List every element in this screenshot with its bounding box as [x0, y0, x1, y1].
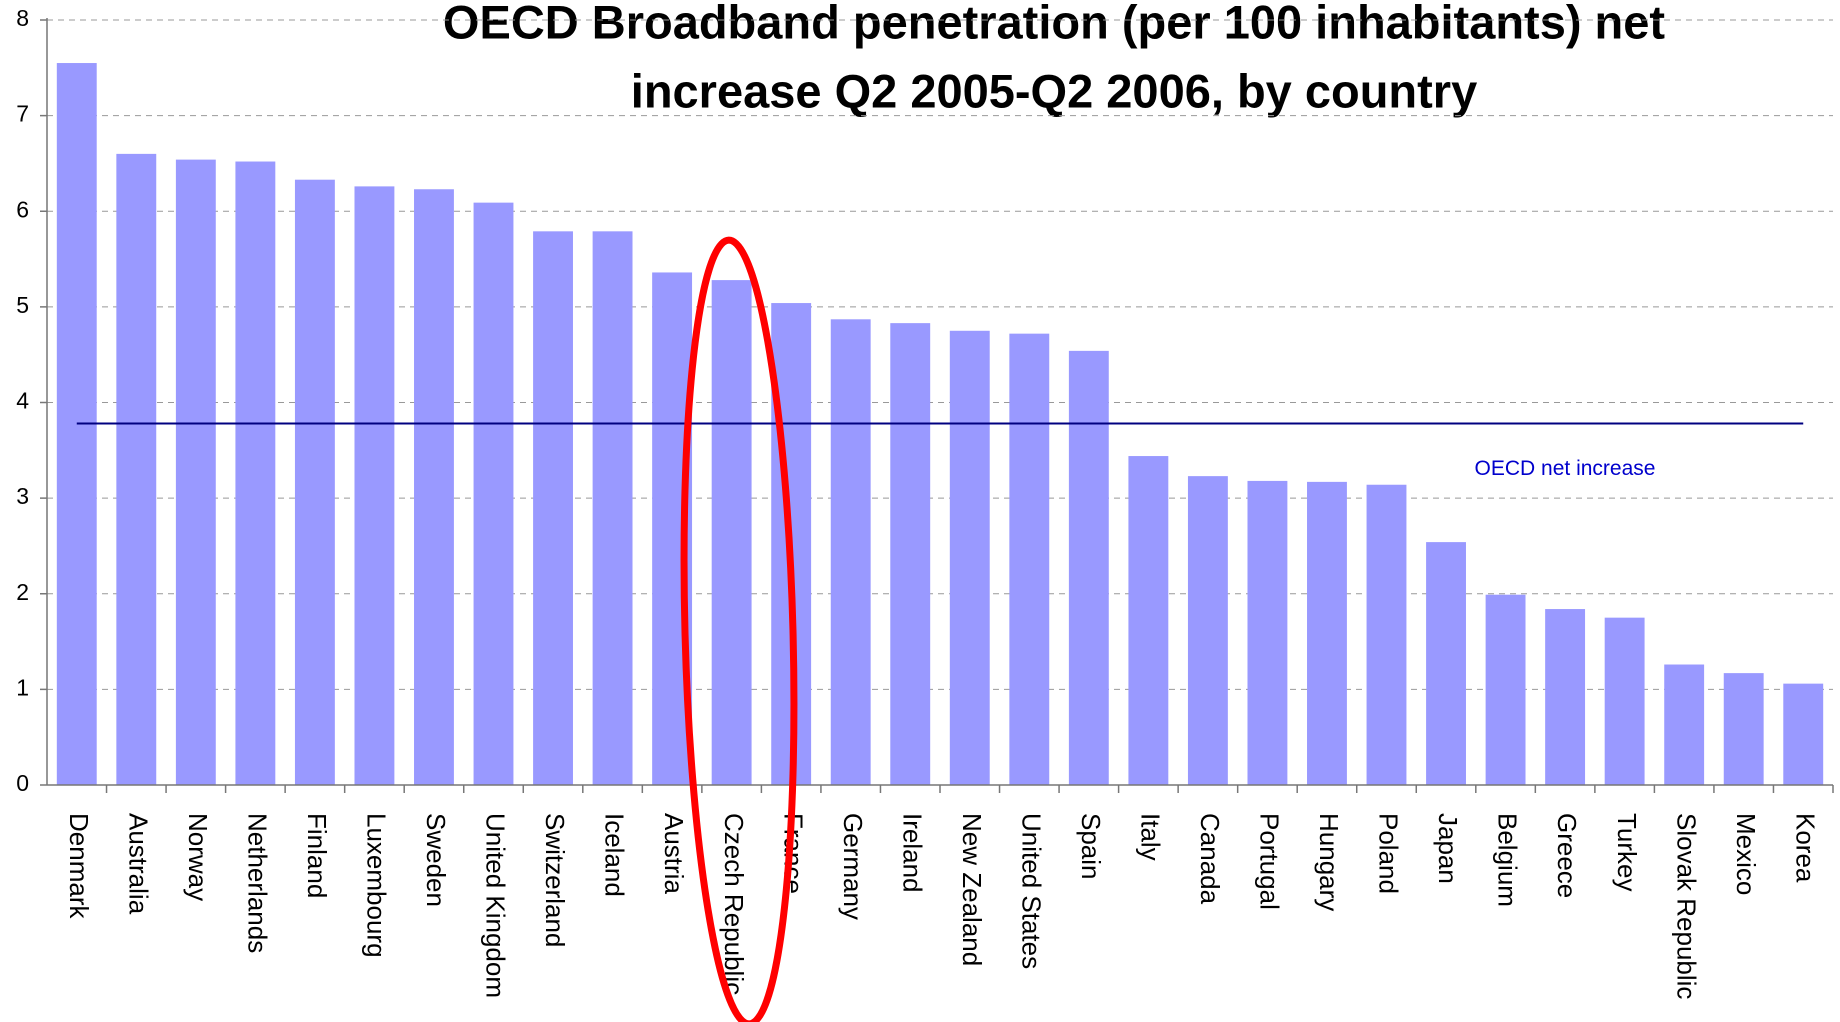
y-tick-label: 5	[16, 292, 29, 318]
y-tick-label: 4	[16, 388, 29, 414]
x-tick-label: Germany	[838, 813, 868, 920]
x-tick-label: Austria	[659, 813, 689, 894]
bar	[1783, 683, 1824, 785]
bar	[890, 323, 931, 785]
bar	[1485, 594, 1526, 785]
x-tick-label: Slovak Republic	[1671, 813, 1701, 999]
bar	[711, 280, 752, 785]
y-tick-label: 8	[16, 5, 29, 31]
bar	[1068, 350, 1109, 785]
x-tick-label: Poland	[1374, 813, 1404, 894]
grid	[47, 19, 1833, 690]
x-tick-label: Turkey	[1612, 813, 1642, 892]
bar	[1664, 664, 1705, 785]
y-tick-label: 1	[16, 674, 29, 700]
bar	[473, 202, 514, 786]
bar	[294, 179, 335, 786]
x-tick-label: Denmark	[64, 813, 94, 919]
x-tick-label: Canada	[1195, 813, 1225, 905]
bar	[1187, 476, 1228, 785]
x-tick-label: Belgium	[1493, 813, 1523, 907]
x-tick-label: Hungary	[1314, 813, 1344, 911]
y-tick-label: 7	[16, 101, 29, 127]
x-tick-label: United Kingdom	[481, 813, 511, 998]
bar	[116, 153, 157, 785]
x-tick-label: Netherlands	[242, 813, 272, 953]
y-tick-label: 2	[16, 579, 29, 605]
bar	[175, 159, 216, 786]
x-tick-label: Norway	[183, 813, 213, 901]
bar	[1426, 542, 1466, 785]
bar	[533, 231, 573, 786]
bar	[1604, 617, 1645, 785]
x-tick-label: Australia	[123, 813, 153, 915]
bar	[414, 189, 454, 786]
y-tick-label: 6	[16, 196, 29, 222]
x-tick-label: Switzerland	[540, 813, 570, 947]
x-tick-label: Finland	[302, 813, 332, 898]
x-tick-label: Greece	[1552, 813, 1582, 898]
x-tick-label: United States	[1016, 813, 1046, 969]
x-tick-label: Iceland	[600, 813, 630, 897]
x-tick-label: Portugal	[1255, 813, 1285, 910]
x-tick-label: Czech Republic	[719, 813, 749, 995]
x-tick-label: Spain	[1076, 813, 1106, 880]
x-tick-label: Luxembourg	[362, 813, 392, 958]
x-tick-label: New Zealand	[957, 813, 987, 966]
bar	[354, 186, 395, 785]
x-tick-label: Mexico	[1731, 813, 1761, 895]
bar	[1307, 481, 1347, 785]
reference-label: OECD net increase	[1475, 457, 1656, 480]
bar	[1247, 480, 1288, 785]
bar	[1128, 456, 1169, 785]
chart-title: OECD Broadband penetration (per 100 inha…	[443, 0, 1665, 48]
bar	[949, 330, 990, 785]
bar	[1366, 484, 1407, 785]
bar	[830, 319, 871, 785]
y-tick-label: 3	[16, 483, 29, 509]
bar	[1009, 333, 1050, 785]
y-tick-label: 0	[16, 770, 29, 796]
x-tick-label: Sweden	[421, 813, 451, 907]
bar	[1545, 609, 1586, 785]
x-tick-label: Korea	[1790, 813, 1820, 883]
x-tick-label: Japan	[1433, 813, 1463, 884]
bar	[1723, 673, 1764, 785]
x-tick-label: Italy	[1135, 813, 1165, 861]
x-tick-label: Ireland	[897, 813, 927, 893]
highlight-ellipse	[680, 236, 798, 1022]
bar	[235, 161, 276, 785]
bar	[592, 231, 633, 786]
chart-title: increase Q2 2005-Q2 2006, by country	[631, 64, 1477, 117]
